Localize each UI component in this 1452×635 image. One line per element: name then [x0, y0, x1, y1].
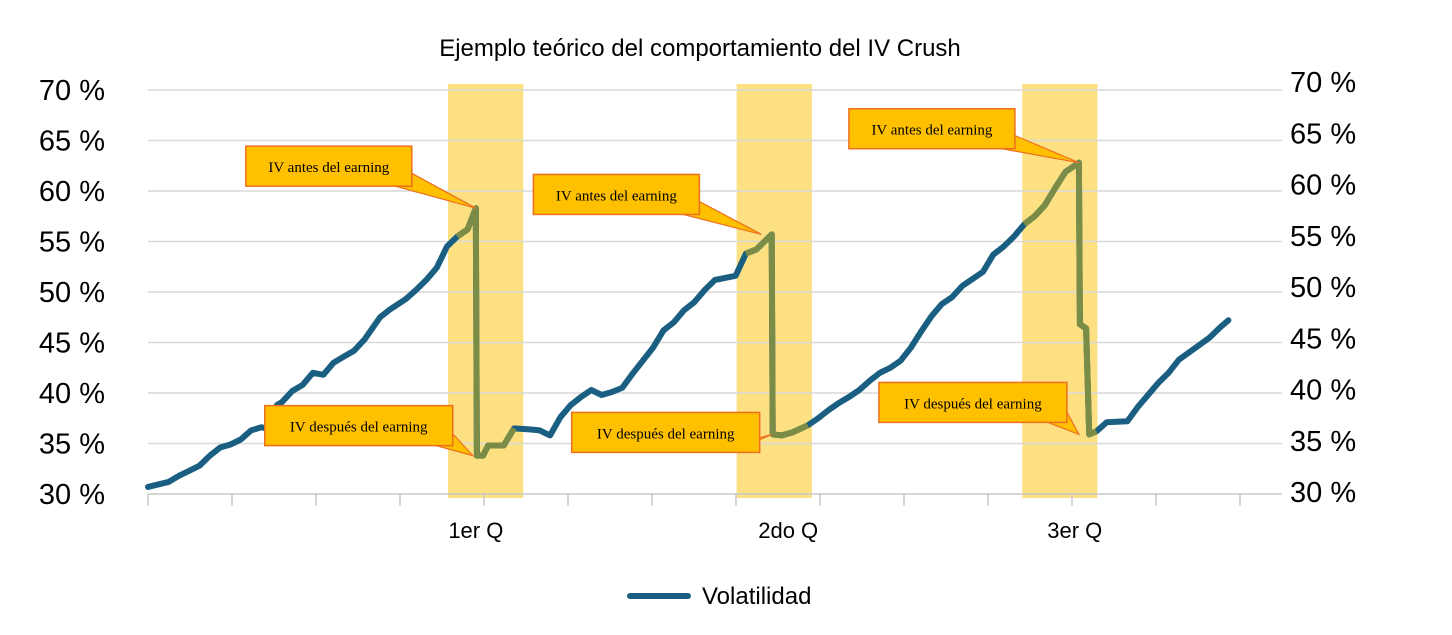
iv-crush-segment-3 [1022, 159, 1098, 438]
iv-crush-segment-1 [455, 205, 517, 459]
y-tick-label-right: 40 % [1290, 375, 1356, 407]
y-tick-label-left: 50 % [39, 277, 105, 309]
y-tick-label-right: 50 % [1290, 272, 1356, 304]
y-tick-label-right: 65 % [1290, 118, 1356, 150]
y-tick-label-left: 45 % [39, 328, 105, 360]
callout-2: IV después del earning [263, 404, 475, 457]
callout-4: IV después del earning [570, 411, 772, 454]
axes: 30 % 30 % 35 % 35 % 40 % 40 % 45 % 45 % 50 % 50 %… [39, 67, 1356, 543]
y-tick-label-left: 35 % [39, 429, 105, 461]
callout-label: IV después del earning [290, 420, 428, 436]
y-tick-label-left: 30 % [39, 479, 105, 511]
callout-box [245, 145, 413, 187]
x-tick-label: 2do Q [758, 518, 818, 543]
callout-label: IV después del earning [904, 396, 1042, 412]
y-tick-label-right: 55 % [1290, 221, 1356, 253]
volatility-line [145, 159, 1232, 490]
iv-crush-segment-2 [744, 231, 810, 439]
legend: Volatilidad [627, 583, 811, 610]
callout-label: IV antes del earning [871, 123, 992, 139]
callout-box [532, 173, 701, 216]
gridlines [148, 89, 1282, 445]
chart-title: Ejemplo teórico del comportamiento del I… [439, 35, 961, 62]
y-tick-label-right: 70 % [1290, 67, 1356, 99]
callout-label: IV antes del earning [556, 188, 677, 204]
y-tick-label-left: 40 % [39, 378, 105, 410]
callout-label: IV después del earning [597, 426, 735, 442]
callouts: IV antes del earning IV después del earni… [245, 107, 1081, 457]
callout-3: IV antes del earning [532, 173, 762, 236]
callout-label: IV antes del earning [268, 160, 389, 176]
y-tick-label-right: 35 % [1290, 426, 1356, 458]
callout-box [878, 381, 1068, 424]
y-tick-label-left: 55 % [39, 227, 105, 259]
y-tick-label-right: 45 % [1290, 323, 1356, 355]
y-tick-label-left: 60 % [39, 176, 105, 208]
x-tick-label: 1er Q [448, 518, 503, 543]
callout-box [848, 107, 1016, 150]
callout-1: IV antes del earning [245, 145, 477, 209]
callout-5: IV antes del earning [848, 107, 1080, 164]
legend-label: Volatilidad [702, 583, 811, 610]
y-tick-label-left: 70 % [39, 75, 105, 107]
y-tick-label-left: 65 % [39, 126, 105, 158]
y-tick-label-right: 30 % [1290, 477, 1356, 509]
y-tick-label-right: 60 % [1290, 170, 1356, 202]
callout-box [263, 404, 454, 447]
callout-6: IV después del earning [878, 381, 1081, 436]
callout-box [570, 411, 761, 454]
x-tick-label: 3er Q [1047, 518, 1102, 543]
